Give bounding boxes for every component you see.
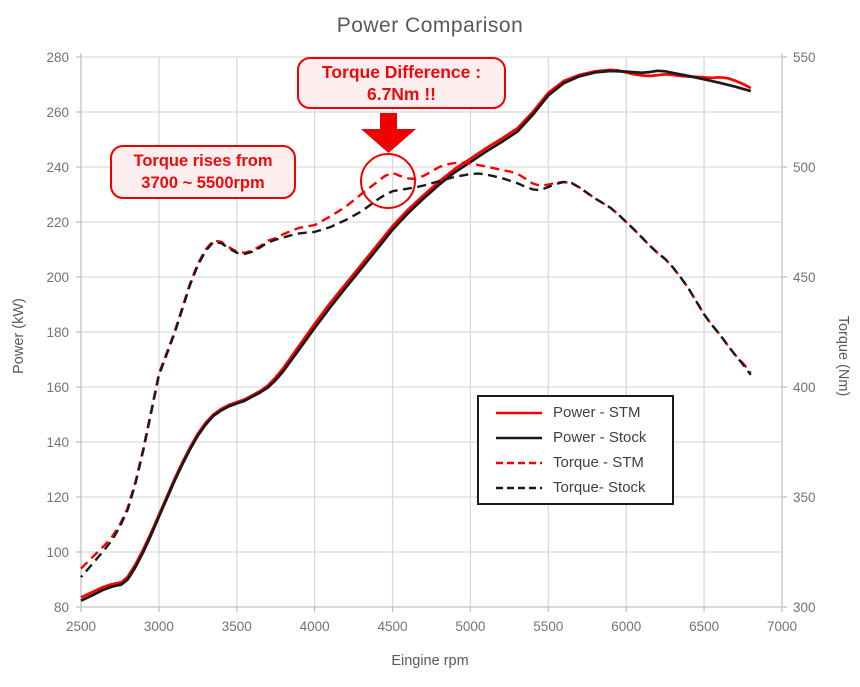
x-axis-title: Eingine rpm — [391, 653, 469, 669]
legend-item-power-stock: Power - Stock — [495, 428, 672, 447]
x-tick-label: 4000 — [300, 619, 330, 634]
annotation-torque-difference: Torque Difference : 6.7Nm !! — [297, 57, 506, 109]
annotation-torque-rises: Torque rises from 3700 ~ 5500rpm — [110, 145, 296, 199]
annotation-torque-difference-line1: Torque Difference : — [321, 62, 482, 82]
x-tick-label: 7000 — [767, 619, 797, 634]
y-left-tick-label: 240 — [46, 160, 69, 175]
y-left-tick-label: 80 — [54, 600, 69, 615]
legend-item-power-stm: Power - STM — [495, 403, 672, 422]
y-left-tick-label: 280 — [46, 50, 69, 65]
x-tick-label: 3500 — [222, 619, 252, 634]
legend-line-sample-torque-stm — [496, 461, 542, 464]
y-right-tick-label: 400 — [793, 380, 816, 395]
y-left-tick-label: 220 — [46, 215, 69, 230]
x-tick-label: 5500 — [533, 619, 563, 634]
y-right-tick-label: 550 — [793, 50, 816, 65]
legend-line-sample-power-stm — [496, 411, 542, 414]
x-tick-label: 3000 — [144, 619, 174, 634]
y-left-tick-label: 200 — [46, 270, 69, 285]
annotation-torque-rises-line1: Torque rises from — [133, 152, 273, 170]
series-torque-stock — [80, 172, 752, 578]
legend: Power - STM Power - Stock Torque - STM T… — [477, 395, 674, 505]
y-right-tick-label: 350 — [793, 490, 816, 505]
legend-item-torque-stock: Torque- Stock — [495, 478, 672, 497]
annotation-torque-rises-line2: 3700 ~ 5500rpm — [141, 174, 265, 192]
y-left-tick-label: 160 — [46, 380, 69, 395]
legend-label: Torque - STM — [553, 454, 644, 471]
legend-label: Torque- Stock — [553, 479, 646, 496]
y-left-tick-label: 140 — [46, 435, 69, 450]
y-right-tick-label: 300 — [793, 600, 816, 615]
x-tick-label: 4500 — [378, 619, 408, 634]
x-tick-label: 5000 — [455, 619, 485, 634]
legend-label: Power - Stock — [553, 429, 647, 446]
x-tick-label: 6500 — [689, 619, 719, 634]
y-left-axis-title: Power (kW) — [11, 298, 27, 374]
annotation-torque-difference-line2: 6.7Nm !! — [366, 84, 437, 104]
series-torque-stm — [80, 161, 752, 570]
y-right-axis-title: Torque (Nm) — [835, 315, 851, 397]
y-left-tick-label: 180 — [46, 325, 69, 340]
series-power-stock — [80, 69, 752, 602]
chart-title: Power Comparison — [336, 14, 524, 37]
legend-label: Power - STM — [553, 404, 641, 421]
y-right-tick-label: 500 — [793, 160, 816, 175]
y-left-tick-label: 120 — [46, 490, 69, 505]
y-right-tick-label: 450 — [793, 270, 816, 285]
legend-item-torque-stm: Torque - STM — [495, 453, 672, 472]
y-left-tick-label: 260 — [46, 105, 69, 120]
x-tick-label: 2500 — [66, 619, 96, 634]
y-left-tick-label: 100 — [46, 545, 69, 560]
legend-line-sample-torque-stock — [496, 486, 542, 489]
x-tick-label: 6000 — [611, 619, 641, 634]
legend-line-sample-power-stock — [496, 436, 542, 439]
